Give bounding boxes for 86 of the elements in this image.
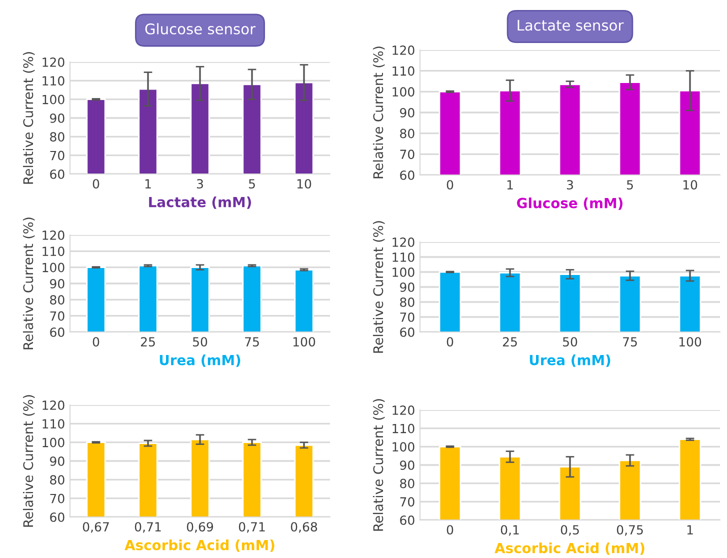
x-axis-title: Glucose (mM) <box>517 198 622 210</box>
x-tick-label: 0 <box>92 337 100 347</box>
x-tick-label: 0,1 <box>500 525 519 536</box>
x-tick-label: 50 <box>563 337 578 347</box>
y-tick-label: 120 <box>392 237 414 247</box>
x-tick-label: 5 <box>248 179 255 189</box>
y-axis-title: Relative Current (%) <box>22 218 35 350</box>
x-tick-label: 0,5 <box>560 525 579 536</box>
x-tick-label: 75 <box>245 337 259 347</box>
x-tick-label: 0,75 <box>616 525 643 536</box>
x-tick-label: 0 <box>92 179 100 189</box>
y-tick-label: 90 <box>400 108 414 118</box>
y-axis-title: Relative Current (%) <box>372 221 385 353</box>
x-tick-label: 100 <box>293 337 316 347</box>
x-axis-title: Urea (mM) <box>160 354 240 367</box>
y-tick-label: 60 <box>50 169 64 179</box>
y-tick-label: 110 <box>42 246 64 256</box>
y-tick-label: 80 <box>400 297 414 307</box>
x-tick-label: 75 <box>623 337 637 347</box>
chart-title: Lactate sensor <box>518 20 624 31</box>
x-tick-label: 5 <box>626 180 633 190</box>
y-tick-label: 100 <box>392 87 414 97</box>
x-tick-label: 3 <box>196 179 203 189</box>
y-tick-label: 80 <box>400 128 414 138</box>
y-tick-label: 110 <box>42 419 64 429</box>
y-tick-label: 120 <box>42 57 64 67</box>
y-tick-label: 100 <box>42 438 64 448</box>
x-tick-label: 10 <box>683 180 698 190</box>
y-axis-title: Relative Current (%) <box>22 52 35 184</box>
x-tick-label: 1 <box>687 525 693 534</box>
y-tick-label: 110 <box>392 252 414 262</box>
x-tick-label: 1 <box>507 180 513 190</box>
y-tick-label: 80 <box>50 475 64 485</box>
y-tick-label: 90 <box>50 113 64 123</box>
y-tick-label: 90 <box>400 460 414 470</box>
y-tick-label: 70 <box>400 150 414 160</box>
y-tick-label: 90 <box>50 278 64 288</box>
y-tick-label: 60 <box>50 327 64 337</box>
x-tick-label: 50 <box>193 337 208 347</box>
y-tick-label: 60 <box>400 170 414 180</box>
y-tick-label: 110 <box>392 66 414 76</box>
x-tick-label: 0 <box>446 180 454 190</box>
x-tick-label: 10 <box>297 179 312 189</box>
y-axis-title: Relative Current (%) <box>372 46 385 178</box>
y-tick-label: 60 <box>400 327 414 337</box>
y-tick-label: 120 <box>392 45 414 55</box>
chart-title: Glucose sensor <box>145 23 256 34</box>
y-tick-label: 70 <box>50 150 64 160</box>
x-tick-label: 100 <box>679 337 702 347</box>
x-tick-label: 1 <box>145 179 151 188</box>
y-axis-title: Relative Current (%) <box>372 399 385 531</box>
y-tick-label: 80 <box>50 295 64 305</box>
y-tick-label: 70 <box>50 311 64 321</box>
y-tick-label: 90 <box>50 456 64 466</box>
y-tick-label: 60 <box>400 515 414 525</box>
y-tick-label: 100 <box>392 267 414 277</box>
y-tick-label: 110 <box>42 76 64 86</box>
x-tick-label: 0 <box>446 525 454 535</box>
y-tick-label: 90 <box>400 282 414 292</box>
x-axis-title: Ascorbic Acid (mM) <box>124 540 274 552</box>
x-tick-label: 25 <box>502 337 517 347</box>
y-tick-label: 120 <box>392 405 414 415</box>
y-tick-label: 80 <box>400 478 414 488</box>
x-tick-label: 0,69 <box>186 522 214 533</box>
y-tick-label: 120 <box>42 400 64 410</box>
x-axis-title: Ascorbic Acid (mM) <box>494 542 644 555</box>
x-axis-title: Lactate (mM) <box>149 196 251 209</box>
y-tick-label: 100 <box>42 262 64 272</box>
x-tick-label: 25 <box>140 337 155 347</box>
x-tick-label: 3 <box>566 180 573 190</box>
y-tick-label: 100 <box>42 94 64 104</box>
y-tick-label: 80 <box>50 132 64 142</box>
x-axis-title: Urea (mM) <box>530 354 610 367</box>
x-tick-label: 0,71 <box>238 522 265 533</box>
x-tick-label: 0,71 <box>134 522 161 533</box>
x-tick-label: 0,68 <box>290 522 318 533</box>
y-axis-title: Relative Current (%) <box>22 395 35 527</box>
y-tick-label: 110 <box>392 424 414 434</box>
y-tick-label: 100 <box>392 442 414 452</box>
x-tick-label: 0,67 <box>82 522 109 533</box>
y-tick-label: 70 <box>50 494 64 504</box>
y-tick-label: 60 <box>50 512 64 522</box>
y-tick-label: 70 <box>400 497 414 507</box>
y-tick-label: 120 <box>42 230 64 240</box>
x-tick-label: 0 <box>446 337 454 347</box>
y-tick-label: 70 <box>400 312 414 322</box>
